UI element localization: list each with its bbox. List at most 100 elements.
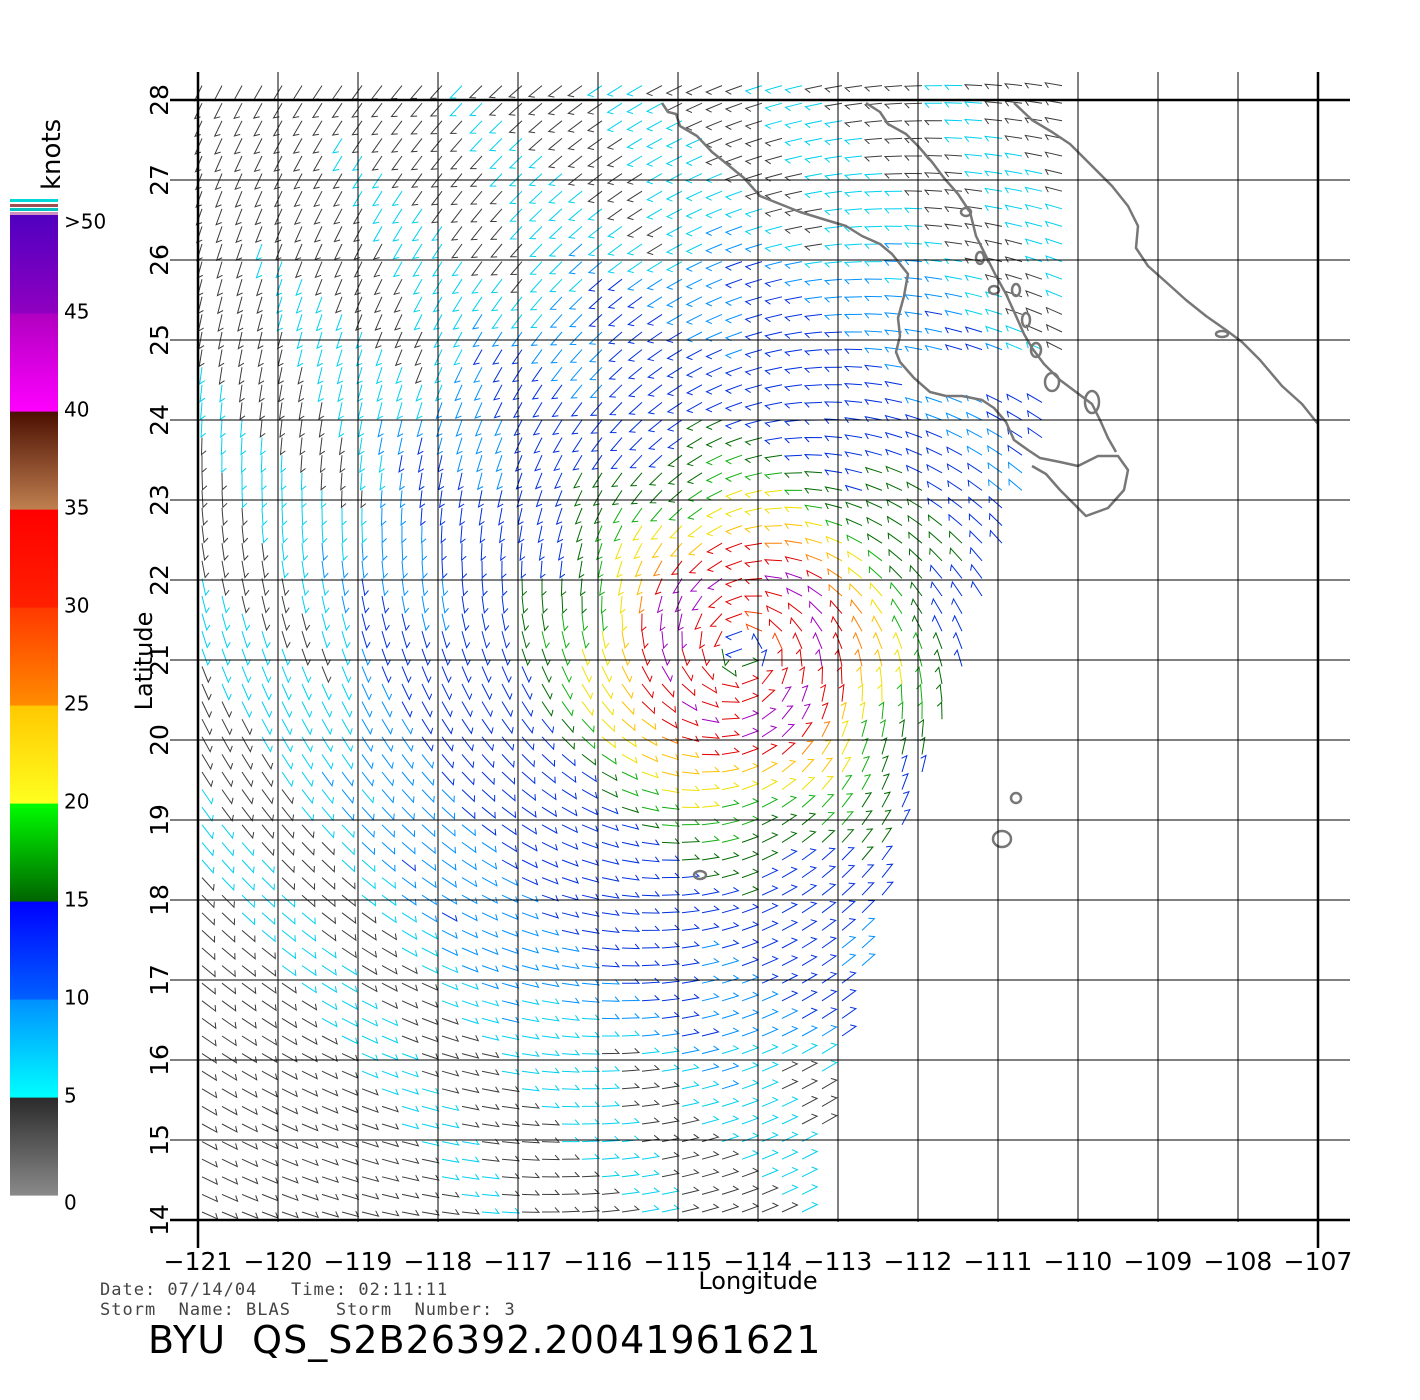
wind-barb xyxy=(361,507,367,527)
wind-barb xyxy=(823,225,843,233)
wind-barb xyxy=(681,941,700,949)
wind-barb xyxy=(701,922,720,931)
wind-barb xyxy=(601,631,610,650)
wind-barb xyxy=(893,648,903,667)
wind-barb xyxy=(481,631,491,649)
wind-barb xyxy=(395,384,403,402)
wind-barb xyxy=(401,648,412,667)
wind-barb xyxy=(281,912,296,925)
date-time-caption: Date: 07/14/04 Time: 02:11:11 xyxy=(100,1280,449,1300)
wind-barb xyxy=(361,595,370,614)
wind-barb xyxy=(361,947,378,959)
wind-barb xyxy=(666,331,683,343)
wind-barb xyxy=(481,595,489,614)
wind-barb xyxy=(863,330,883,337)
wind-barb xyxy=(944,240,963,247)
wind-barb xyxy=(581,1031,601,1038)
wind-barb xyxy=(821,829,836,843)
wind-barb xyxy=(260,455,267,474)
wind-barb xyxy=(989,512,1003,526)
wind-barb xyxy=(441,1000,459,1008)
wind-barb xyxy=(312,173,323,190)
wind-barb xyxy=(371,138,383,153)
wind-barb xyxy=(1044,237,1063,245)
wind-barb xyxy=(441,718,454,735)
wind-barb xyxy=(706,560,723,572)
wind-barb xyxy=(866,516,883,527)
wind-barb xyxy=(518,525,525,544)
wind-barb xyxy=(601,771,618,782)
wind-barb xyxy=(581,789,598,799)
wind-barb xyxy=(687,542,703,556)
wind-barb xyxy=(861,935,876,949)
wind-barb xyxy=(784,278,803,287)
wind-barb xyxy=(841,811,855,826)
wind-barb xyxy=(923,120,943,126)
wind-barb xyxy=(666,384,683,397)
wind-barb xyxy=(950,580,963,597)
wind-barb xyxy=(433,349,443,366)
wind-barb xyxy=(571,437,583,453)
wind-barb xyxy=(661,872,681,879)
wind-barb xyxy=(764,349,783,358)
wind-barb xyxy=(568,278,583,292)
wind-barb xyxy=(641,960,661,967)
wind-barb xyxy=(609,437,623,452)
wind-barb xyxy=(321,771,334,787)
wind-barb xyxy=(293,190,303,208)
wind-barb xyxy=(724,454,743,465)
wind-barb xyxy=(687,525,703,538)
wind-barb xyxy=(764,437,783,445)
wind-barb xyxy=(648,454,663,468)
wind-barb xyxy=(297,349,304,368)
wind-barb xyxy=(906,498,923,509)
wind-barb xyxy=(381,648,392,667)
wind-barb xyxy=(401,965,418,975)
wind-barb xyxy=(665,173,683,184)
wind-barb xyxy=(381,1088,399,1096)
wind-barb xyxy=(375,349,383,367)
wind-barb xyxy=(668,525,683,539)
wind-barb xyxy=(501,929,519,938)
wind-barb xyxy=(241,894,255,909)
wind-barb xyxy=(501,560,507,579)
wind-barb xyxy=(481,894,498,904)
wind-barb xyxy=(826,551,843,562)
colorbar-tick-label: >50 xyxy=(64,210,106,234)
wind-barb xyxy=(501,771,515,785)
colorbar-band xyxy=(10,215,58,314)
wind-barb xyxy=(501,1086,520,1093)
wind-barb xyxy=(641,736,658,747)
wind-barb xyxy=(761,1061,779,1072)
wind-barb xyxy=(724,173,743,183)
wind-barb xyxy=(721,697,741,703)
wind-barb xyxy=(261,947,276,960)
wind-barb xyxy=(864,415,883,423)
wind-barb xyxy=(461,543,467,562)
wind-barb xyxy=(214,155,223,173)
wind-barb xyxy=(721,816,740,826)
wind-barb xyxy=(621,666,633,683)
wind-barb xyxy=(681,701,698,712)
wind-barb xyxy=(821,702,829,720)
wind-barb xyxy=(528,138,543,151)
wind-barb xyxy=(541,929,560,936)
wind-barb xyxy=(681,683,696,697)
wind-barb xyxy=(608,402,623,416)
wind-barb xyxy=(661,942,681,949)
wind-barb xyxy=(381,578,389,597)
wind-barb xyxy=(198,349,205,368)
wind-barb xyxy=(751,632,763,650)
wind-barb xyxy=(574,507,583,525)
wind-barb xyxy=(801,1148,819,1160)
wind-barb xyxy=(821,1095,838,1107)
wind-barb xyxy=(587,226,603,239)
wind-barb xyxy=(843,365,863,372)
wind-barb xyxy=(361,965,378,976)
wind-barb xyxy=(838,683,845,702)
wind-barb xyxy=(481,789,496,803)
wind-barb xyxy=(784,296,803,304)
wind-barb xyxy=(561,718,575,734)
wind-barb xyxy=(661,1151,680,1160)
wind-barb xyxy=(501,736,515,752)
